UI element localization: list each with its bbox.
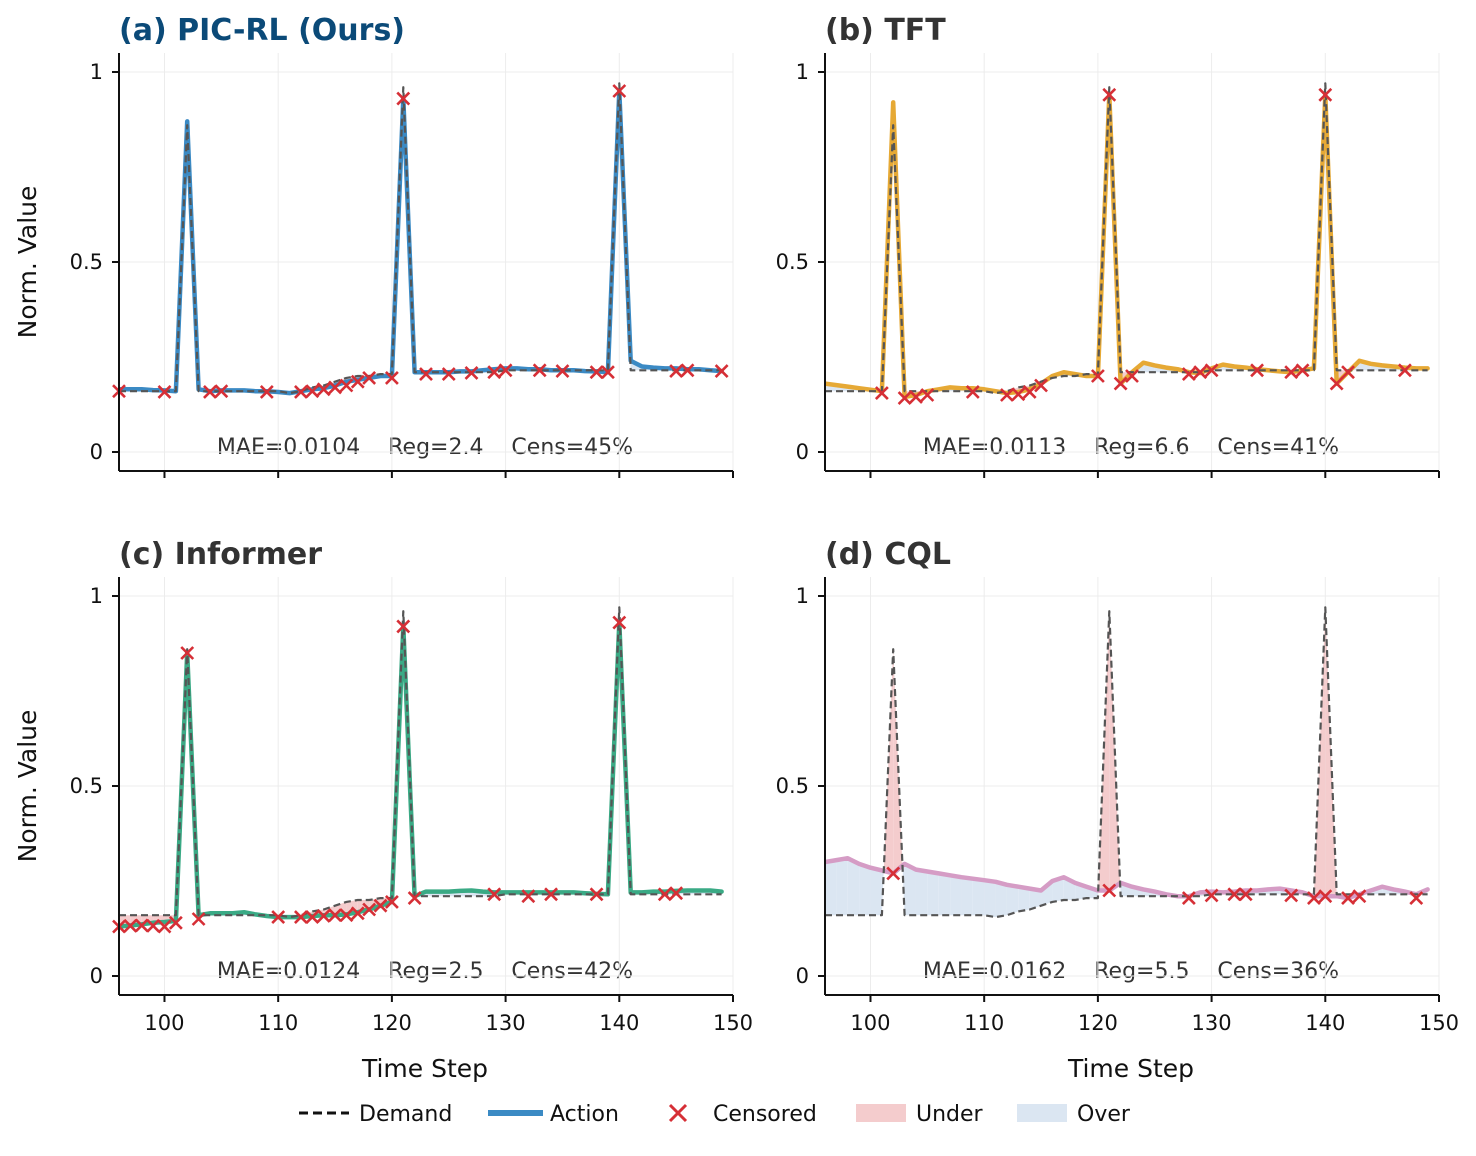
- over-fill-15: [996, 882, 1007, 917]
- ylabel-bottom: Norm. Value: [13, 710, 42, 863]
- x-tick-label: 110: [964, 1011, 1004, 1035]
- over-fill-2: [848, 858, 859, 915]
- censored-point: [1001, 389, 1013, 401]
- legend-under-swatch: [856, 1104, 906, 1122]
- x-tick-label: 130: [486, 1011, 526, 1035]
- under-fill-24: [1098, 611, 1109, 890]
- over-fill-13: [973, 879, 984, 915]
- legend-censored-marker: [670, 1105, 686, 1121]
- action-line: [825, 95, 1428, 397]
- y-tick-label: 0.5: [70, 250, 103, 274]
- xlabel-left: Time Step: [361, 1054, 488, 1083]
- over-fill-7: [905, 864, 916, 915]
- panel-a-plot: [119, 83, 722, 393]
- y-tick-label: 0: [796, 964, 809, 988]
- y-tick-label: 0.5: [776, 250, 809, 274]
- legend: Demand Action Censored Under Over: [299, 1102, 1131, 1127]
- legend-over-label: Over: [1077, 1102, 1131, 1127]
- y-tick-label: 0.5: [776, 774, 809, 798]
- over-fill-8: [916, 870, 927, 916]
- panel-b-title: (b) TFT: [825, 13, 946, 48]
- panel-c-plot: [119, 607, 722, 926]
- over-fill-3: [859, 864, 870, 915]
- action-line: [119, 91, 722, 393]
- legend-under-label: Under: [916, 1102, 984, 1127]
- panel-b-grid: [825, 53, 1439, 471]
- legend-over-swatch: [1017, 1104, 1067, 1122]
- x-tick-label: 100: [144, 1011, 184, 1035]
- y-tick-label: 1: [796, 60, 809, 84]
- over-fill-10: [939, 873, 950, 915]
- x-tick-label: 140: [599, 1011, 639, 1035]
- x-tick-label: 140: [1305, 1011, 1345, 1035]
- x-tick-label: 110: [258, 1011, 298, 1035]
- over-fill-11: [950, 875, 961, 915]
- over-fill-9: [927, 872, 938, 916]
- x-tick-label: 100: [850, 1011, 890, 1035]
- x-tick-label: 150: [713, 1011, 753, 1035]
- panel-d-title: (d) CQL: [825, 537, 951, 572]
- panel-b-metrics: MAE=0.0113 Reg=6.6 Cens=41%: [923, 435, 1339, 460]
- panel-d-metrics: MAE=0.0162 Reg=5.5 Cens=36%: [923, 959, 1339, 984]
- legend-censored-label: Censored: [713, 1102, 817, 1127]
- xlabel-right: Time Step: [1067, 1054, 1194, 1083]
- panel-c-title: (c) Informer: [119, 537, 322, 572]
- panel-a-title: (a) PIC-RL (Ours): [119, 13, 405, 48]
- y-tick-label: 1: [796, 584, 809, 608]
- panel-c-grid: [119, 577, 733, 995]
- panel-d-grid: [825, 577, 1439, 995]
- y-tick-label: 0: [796, 440, 809, 464]
- panel-b: 00.51: [776, 53, 1439, 478]
- y-tick-label: 1: [90, 60, 103, 84]
- x-tick-label: 130: [1192, 1011, 1232, 1035]
- legend-action-label: Action: [550, 1102, 619, 1127]
- panel-d-plot: [825, 607, 1428, 917]
- y-tick-label: 1: [90, 584, 103, 608]
- over-fill-12: [961, 877, 972, 915]
- over-fill-14: [984, 880, 995, 917]
- panel-b-plot: [825, 83, 1428, 397]
- y-tick-label: 0.5: [70, 774, 103, 798]
- legend-demand-label: Demand: [359, 1102, 452, 1127]
- panel-c-metrics: MAE=0.0124 Reg=2.5 Cens=42%: [217, 959, 633, 984]
- x-tick-label: 150: [1419, 1011, 1459, 1035]
- panel-a: 00.51: [70, 53, 733, 478]
- x-tick-label: 120: [372, 1011, 412, 1035]
- y-tick-label: 0: [90, 964, 103, 988]
- panel-a-grid: [119, 53, 733, 471]
- over-fill-16: [1007, 885, 1018, 915]
- over-fill-1: [836, 858, 847, 915]
- ylabel-top: Norm. Value: [13, 186, 42, 339]
- over-fill-4: [870, 868, 881, 916]
- y-tick-label: 0: [90, 440, 103, 464]
- x-tick-label: 120: [1078, 1011, 1118, 1035]
- over-fill-0: [825, 860, 836, 915]
- panel-a-metrics: MAE=0.0104 Reg=2.4 Cens=45%: [217, 435, 633, 460]
